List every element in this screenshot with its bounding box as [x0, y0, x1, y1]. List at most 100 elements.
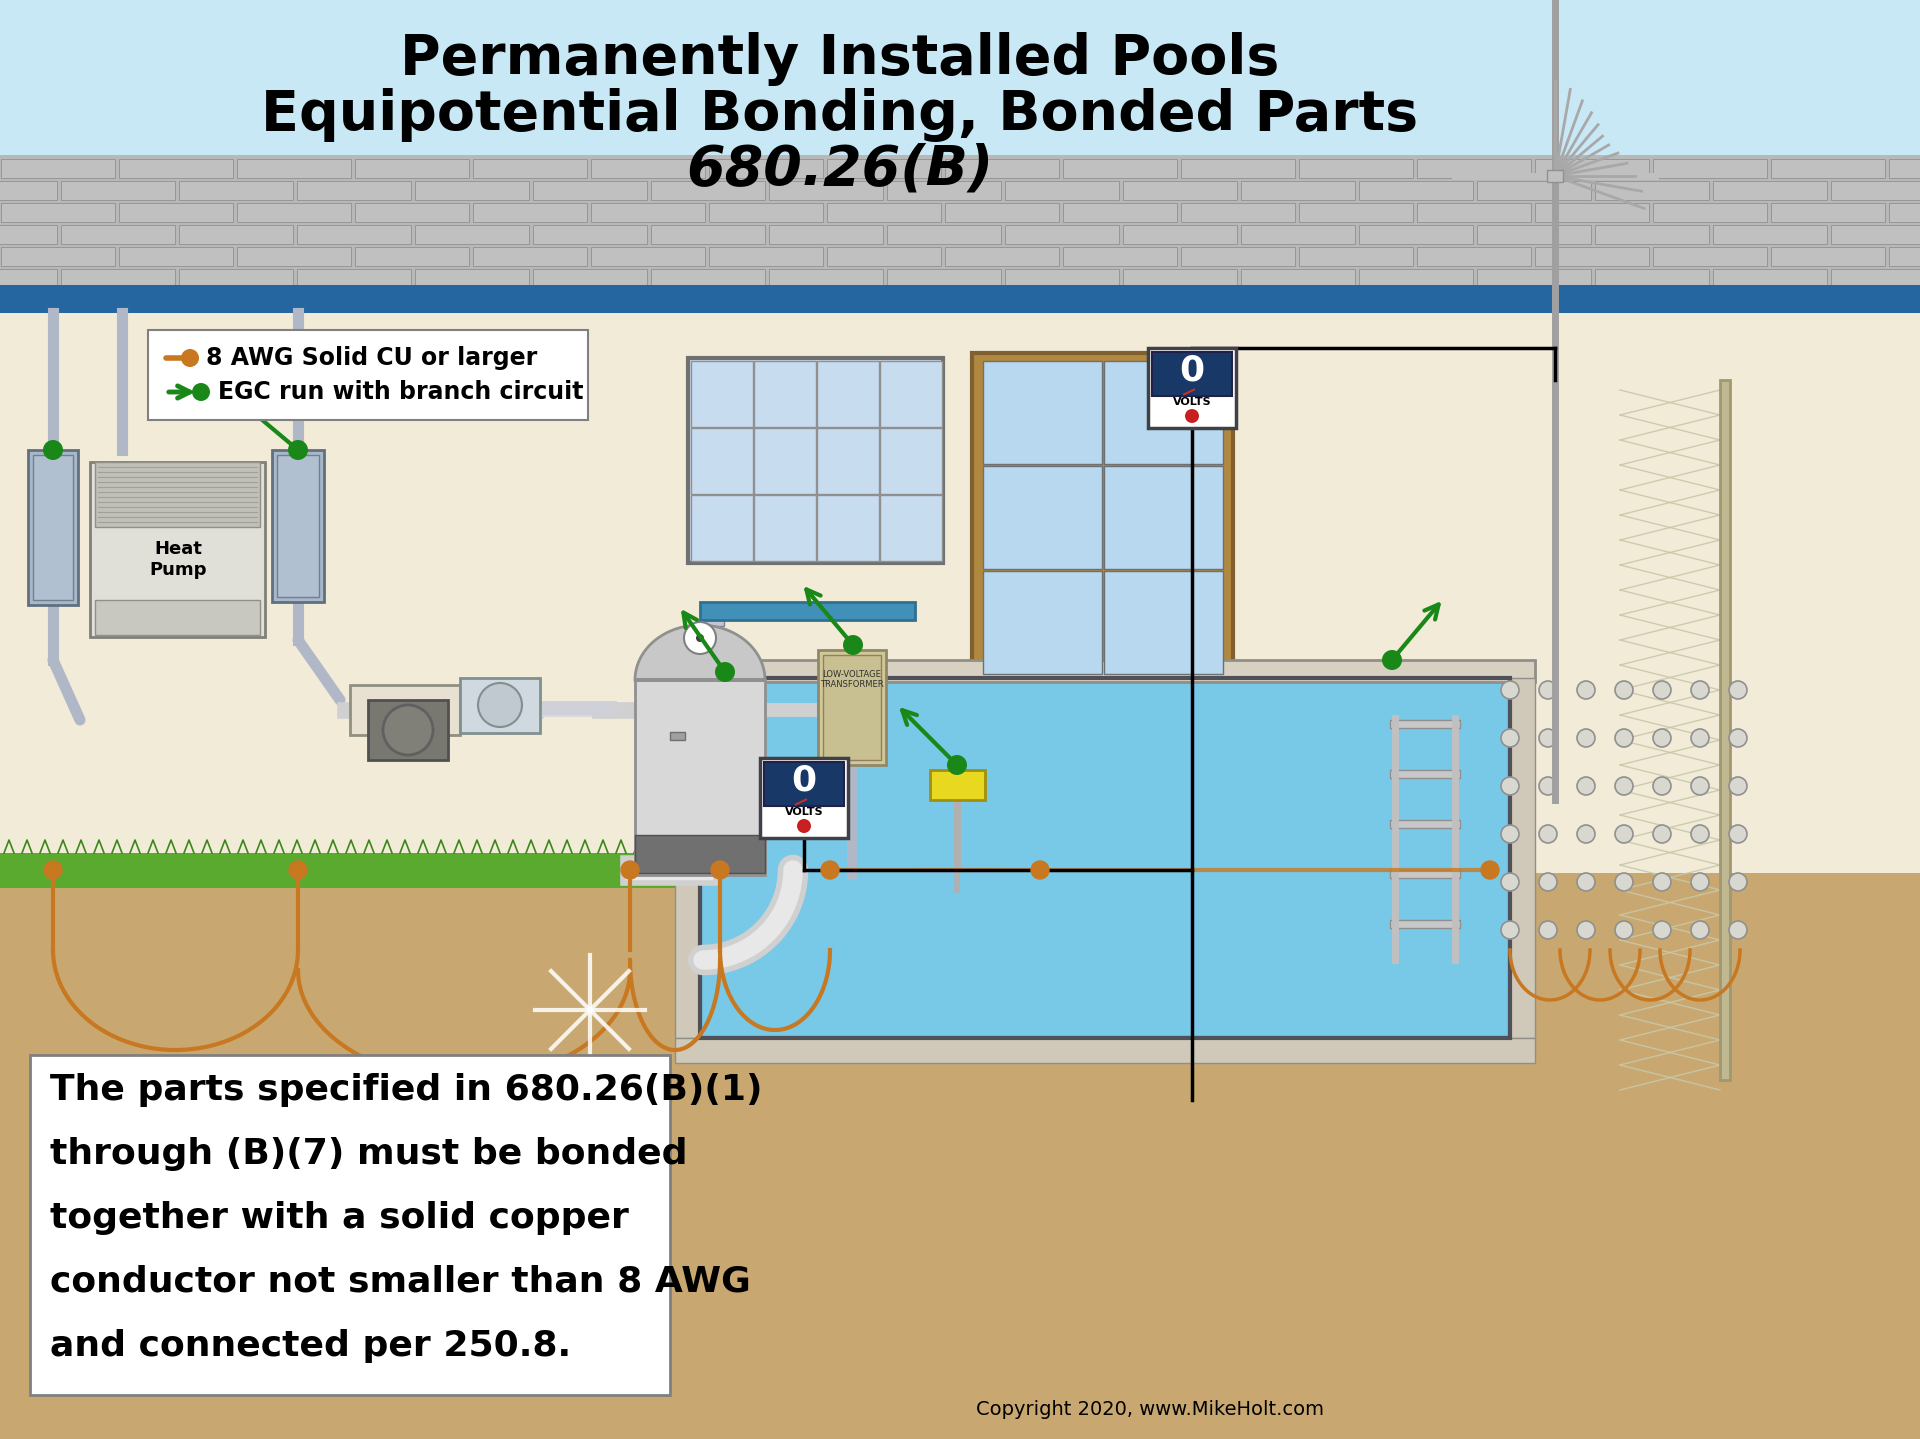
Bar — [1123, 181, 1236, 200]
Circle shape — [1576, 681, 1596, 699]
Bar — [945, 158, 1060, 178]
Bar — [701, 678, 1509, 1038]
Bar — [0, 853, 1100, 888]
Circle shape — [947, 755, 968, 776]
Circle shape — [1615, 921, 1634, 940]
Circle shape — [1576, 777, 1596, 794]
Bar — [676, 678, 701, 1038]
Bar — [770, 224, 883, 245]
Bar — [818, 495, 879, 561]
Circle shape — [1576, 825, 1596, 843]
Bar — [708, 203, 824, 222]
Bar — [1064, 158, 1177, 178]
Circle shape — [1730, 873, 1747, 891]
Bar — [236, 203, 351, 222]
Bar — [0, 873, 1920, 1439]
Bar — [1359, 269, 1473, 288]
Circle shape — [1692, 825, 1709, 843]
Text: VOLTS: VOLTS — [785, 807, 824, 817]
Text: together with a solid copper: together with a solid copper — [50, 1202, 630, 1235]
Bar — [705, 622, 718, 681]
Bar — [983, 361, 1102, 463]
Bar — [879, 427, 943, 494]
Circle shape — [710, 861, 730, 879]
Bar — [879, 361, 943, 427]
Bar — [472, 203, 588, 222]
Circle shape — [1692, 873, 1709, 891]
Bar — [651, 224, 764, 245]
Circle shape — [822, 861, 839, 879]
Bar — [534, 269, 647, 288]
Bar — [1148, 348, 1236, 427]
Circle shape — [695, 635, 705, 642]
Text: 8 AWG Solid CU or larger: 8 AWG Solid CU or larger — [205, 345, 538, 370]
Circle shape — [1730, 777, 1747, 794]
Bar — [770, 269, 883, 288]
Bar — [415, 269, 530, 288]
Bar — [534, 224, 647, 245]
Bar — [676, 1038, 1534, 1063]
Bar — [770, 181, 883, 200]
Bar — [1534, 203, 1649, 222]
Bar — [1064, 203, 1177, 222]
Text: conductor not smaller than 8 AWG: conductor not smaller than 8 AWG — [50, 1265, 751, 1299]
Bar — [828, 203, 941, 222]
Circle shape — [478, 684, 522, 727]
Bar — [887, 269, 1000, 288]
Bar — [1240, 181, 1356, 200]
Bar — [1596, 269, 1709, 288]
Bar — [1889, 203, 1920, 222]
Bar — [1548, 170, 1563, 181]
Circle shape — [1730, 681, 1747, 699]
Bar — [298, 269, 411, 288]
Polygon shape — [636, 625, 764, 681]
Text: Equipotential Bonding, Bonded Parts: Equipotential Bonding, Bonded Parts — [261, 88, 1419, 142]
Circle shape — [1730, 825, 1747, 843]
Circle shape — [1480, 861, 1500, 879]
Circle shape — [1501, 873, 1519, 891]
Bar — [1770, 248, 1885, 266]
Bar — [828, 158, 941, 178]
Bar — [636, 681, 764, 875]
Text: LOW-VOLTAGE
TRANSFORMER: LOW-VOLTAGE TRANSFORMER — [820, 671, 883, 689]
Text: 0: 0 — [791, 764, 816, 797]
Bar — [1720, 380, 1730, 1081]
Circle shape — [1615, 730, 1634, 747]
Bar — [33, 455, 73, 600]
Circle shape — [1653, 681, 1670, 699]
Bar — [887, 224, 1000, 245]
Bar — [701, 602, 916, 620]
Bar — [61, 181, 175, 200]
Bar — [349, 685, 461, 735]
Bar — [1004, 181, 1119, 200]
Circle shape — [1501, 730, 1519, 747]
Bar — [755, 361, 816, 427]
Bar — [61, 269, 175, 288]
Bar — [119, 248, 232, 266]
Bar — [691, 495, 753, 561]
Bar — [983, 571, 1102, 673]
Circle shape — [1540, 873, 1557, 891]
Bar — [1300, 203, 1413, 222]
Bar — [1300, 158, 1413, 178]
Bar — [369, 699, 447, 760]
Bar — [1390, 770, 1459, 778]
Circle shape — [684, 622, 716, 653]
Text: through (B)(7) must be bonded: through (B)(7) must be bonded — [50, 1137, 687, 1171]
Circle shape — [180, 350, 200, 367]
Bar — [1004, 224, 1119, 245]
Circle shape — [1615, 681, 1634, 699]
Text: 0: 0 — [1179, 354, 1204, 387]
Bar — [670, 732, 685, 740]
Circle shape — [1653, 921, 1670, 940]
Text: and connected per 250.8.: and connected per 250.8. — [50, 1330, 570, 1363]
Bar — [1417, 248, 1530, 266]
Bar — [879, 495, 943, 561]
Circle shape — [290, 861, 307, 879]
Bar — [1359, 224, 1473, 245]
Bar — [179, 224, 294, 245]
Bar — [0, 155, 1920, 291]
Circle shape — [1540, 921, 1557, 940]
Bar — [1181, 248, 1294, 266]
Bar — [1359, 181, 1473, 200]
